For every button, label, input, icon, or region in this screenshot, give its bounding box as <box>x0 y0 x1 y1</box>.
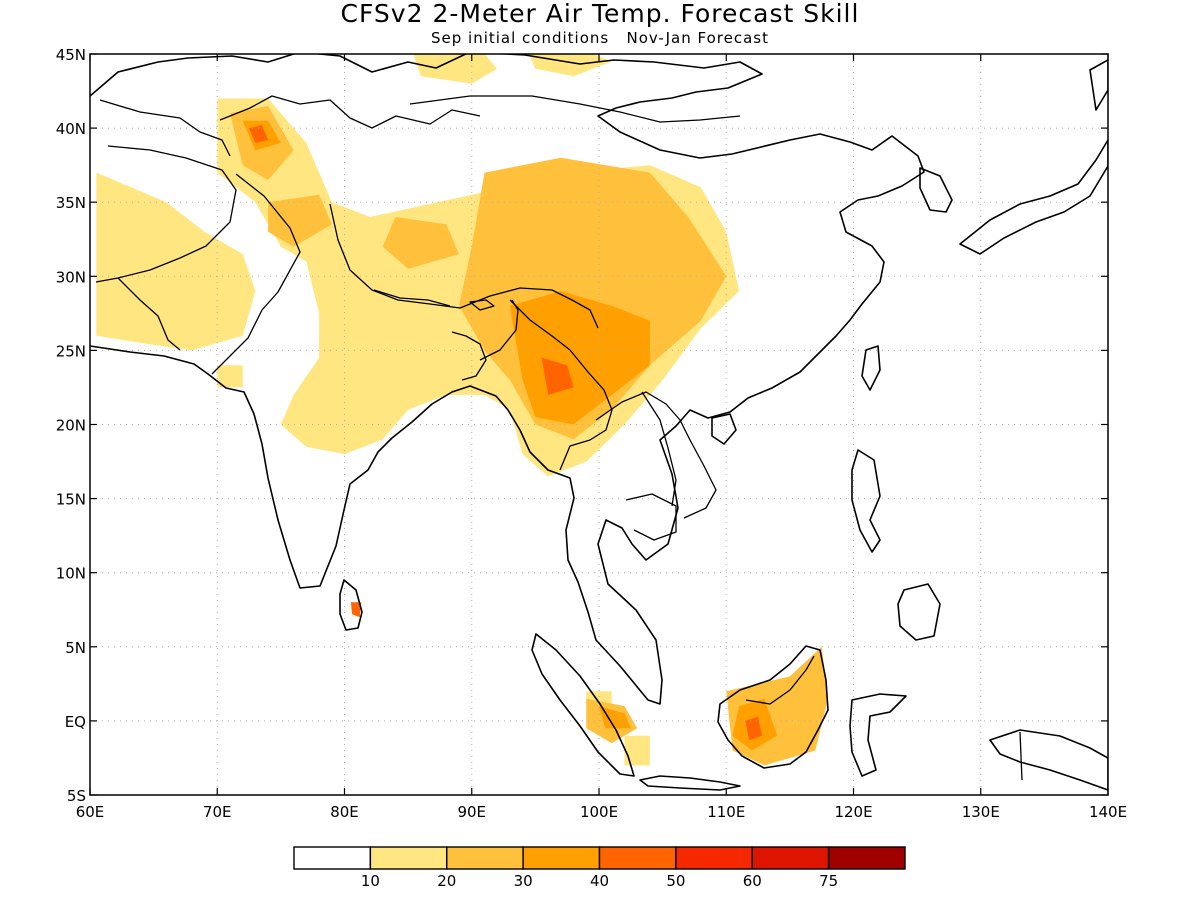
coastline-japan <box>959 139 1108 255</box>
border-nepal <box>373 289 451 307</box>
colorbar-swatch <box>446 846 524 870</box>
y-tick-label: 40N <box>56 120 86 138</box>
x-tick-label: 90E <box>457 803 486 821</box>
coastline-asia-mainland <box>90 54 925 705</box>
border-india-myanmar <box>479 299 519 361</box>
skill-region-level-4 <box>541 357 574 395</box>
y-tick-label: 20N <box>56 417 86 435</box>
colorbar-label: 10 <box>361 872 380 890</box>
skill-region-level-4 <box>350 602 361 618</box>
coastline-java <box>639 775 741 791</box>
colorbar-label: 40 <box>590 872 609 890</box>
colorbar-label: 60 <box>743 872 762 890</box>
coastline-new-guinea <box>989 729 1108 791</box>
colorbar-label: 50 <box>666 872 685 890</box>
y-tick-label: 25N <box>56 342 86 360</box>
skill-region-level-1 <box>96 172 256 351</box>
x-tick-label: 140E <box>1089 803 1127 821</box>
colorbar-swatch <box>675 846 753 870</box>
border-central-asia <box>99 99 231 157</box>
border-bhutan <box>469 299 495 311</box>
border-mongolia-china <box>409 95 741 123</box>
coastlines-layer <box>90 54 1108 791</box>
border-iran-pakistan <box>117 277 181 351</box>
skill-region-level-1 <box>413 54 498 84</box>
skill-region-level-2 <box>268 194 332 247</box>
y-tick-label: 30N <box>56 268 86 286</box>
x-tick-label: 130E <box>962 803 1000 821</box>
skill-region-level-3 <box>509 291 650 425</box>
map-title: CFSv2 2-Meter Air Temp. Forecast Skill <box>340 0 860 28</box>
colorbar-swatch <box>369 846 448 870</box>
y-tick-label: 10N <box>56 565 86 583</box>
border-vietnam-laos <box>641 391 677 507</box>
x-tick-label: 60E <box>76 803 105 821</box>
y-tick-label: 15N <box>56 491 86 509</box>
y-tick-label: 5N <box>65 639 86 657</box>
border-pakistan-india <box>211 173 301 375</box>
axis-ticks: 60E 70E 80E 90E 100E 110E 120E 130E 140E 45N 40N 35… <box>56 46 1127 821</box>
skill-shading-layer <box>96 54 828 766</box>
colorbar: 10 20 30 40 50 60 75 <box>293 846 906 890</box>
country-borders-layer <box>95 95 1023 781</box>
colorbar-label: 20 <box>437 872 456 890</box>
y-tick-label: 35N <box>56 194 86 212</box>
map-subtitle: Sep initial conditions Nov-Jan Forecast <box>430 29 769 47</box>
y-tick-label: 45N <box>56 46 86 64</box>
border-bangladesh <box>451 331 487 381</box>
coastline-sakhalin-kuril <box>1089 59 1108 111</box>
border-malaysia-borneo <box>745 655 815 705</box>
coastline-korea <box>919 167 953 213</box>
colorbar-label: 30 <box>514 872 533 890</box>
colorbar-swatch <box>293 846 372 870</box>
border-cambodia <box>625 493 677 541</box>
colorbar-swatch <box>522 846 601 870</box>
border-china-west <box>219 95 481 129</box>
coastline-sulawesi <box>849 693 907 777</box>
colorbar-label: 75 <box>819 872 838 890</box>
skill-region-level-3 <box>599 706 631 729</box>
x-tick-label: 110E <box>707 803 745 821</box>
coastline-philippines-mindanao <box>897 583 941 641</box>
x-tick-label: 80E <box>330 803 359 821</box>
y-tick-label: EQ <box>65 713 86 731</box>
skill-region-level-4 <box>249 125 269 143</box>
skill-region-level-1 <box>217 365 243 388</box>
coastline-taiwan <box>861 345 881 391</box>
skill-region-level-2 <box>382 217 459 269</box>
border-afghanistan <box>95 145 237 283</box>
y-tick-label: 5S <box>67 787 86 805</box>
x-tick-label: 120E <box>834 803 872 821</box>
border-png <box>1019 731 1023 781</box>
border-thailand-laos <box>595 391 717 519</box>
x-tick-label: 100E <box>580 803 618 821</box>
colorbar-swatch <box>751 846 830 870</box>
coastline-sumatra <box>531 633 635 777</box>
border-myanmar-china <box>509 299 613 471</box>
colorbar-swatch <box>827 846 906 870</box>
colorbar-swatch <box>598 846 677 870</box>
border-himalaya <box>329 203 599 329</box>
skill-region-level-4 <box>745 716 762 741</box>
x-tick-label: 70E <box>203 803 232 821</box>
coastline-sri-lanka <box>339 579 363 631</box>
coastline-hainan <box>711 413 737 445</box>
coastline-philippines-luzon <box>851 449 881 553</box>
skill-region-level-1 <box>624 735 650 766</box>
coastline-borneo <box>717 645 829 769</box>
